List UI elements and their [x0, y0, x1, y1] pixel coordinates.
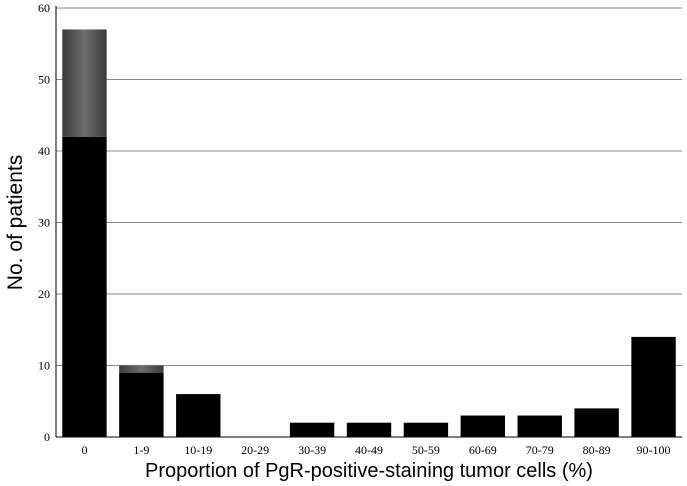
y-axis-title: No. of patients — [4, 155, 27, 290]
x-tick-label: 40-49 — [355, 443, 383, 457]
y-tick-label: 50 — [38, 73, 50, 87]
x-tick-label: 0 — [81, 443, 87, 457]
bar-segment-10-19 — [176, 394, 221, 437]
bars — [62, 29, 676, 437]
bar-segment-1-9 — [119, 365, 164, 373]
x-tick-label: 10-19 — [184, 443, 212, 457]
y-tick-label: 10 — [38, 359, 50, 373]
bar-segment-40-49 — [346, 422, 392, 437]
y-tick-label: 20 — [38, 287, 50, 301]
x-tick-label: 90-100 — [637, 443, 671, 457]
gridlines — [56, 7, 682, 366]
bar-segment-60-69 — [460, 415, 506, 437]
x-tick-label: 1-9 — [133, 443, 149, 457]
x-tick-labels: 0 1-9 10-19 20-29 30-39 40-49 50-59 60-69 70-79 8… — [81, 443, 670, 457]
x-tick-label: 50-59 — [412, 443, 440, 457]
x-axis-title: Proportion of PgR-positive-staining tumo… — [145, 460, 593, 482]
y-tick-label: 30 — [38, 216, 50, 230]
x-tick-label: 60-69 — [469, 443, 497, 457]
y-tick-labels: 0 10 20 30 40 50 60 — [38, 1, 50, 444]
bar-segment-50-59 — [403, 422, 449, 437]
bar-segment-30-39 — [289, 422, 335, 437]
bar-segment-90-100 — [631, 336, 676, 437]
bar-segment-0 — [62, 136, 107, 437]
y-tick-label: 60 — [38, 1, 50, 15]
bar-segment-80-89 — [574, 408, 619, 437]
axes — [55, 6, 682, 438]
bar-segment-0 — [62, 29, 107, 137]
bar-segment-1-9 — [119, 372, 164, 437]
x-tick-label: 30-39 — [298, 443, 326, 457]
x-tick-label: 70-79 — [526, 443, 554, 457]
y-tick-label: 0 — [44, 430, 50, 444]
x-tick-label: 80-89 — [583, 443, 611, 457]
bar-segment-70-79 — [517, 415, 562, 437]
x-tick-label: 20-29 — [241, 443, 269, 457]
y-tick-label: 40 — [38, 144, 50, 158]
